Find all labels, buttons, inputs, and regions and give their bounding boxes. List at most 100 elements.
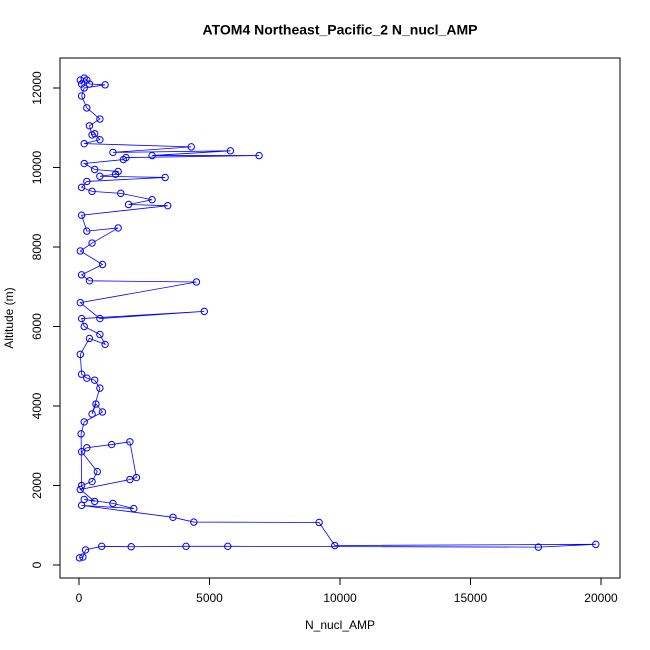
y-tick-label: 4000 [30,392,44,419]
x-axis-label: N_nucl_AMP [305,618,375,632]
data-point [169,513,177,522]
x-tick-label: 15000 [454,591,488,605]
data-point [122,153,130,162]
data-point [126,438,134,446]
y-tick-label: 2000 [30,472,44,499]
data-point [148,196,156,204]
data-point [85,277,94,285]
data-point [77,370,86,378]
y-tick-label: 10000 [30,151,44,185]
x-tick-label: 20000 [584,591,618,605]
data-point [83,444,91,452]
data-point [76,247,85,255]
data-point [80,74,88,82]
data-point [88,187,96,196]
data-point [79,553,87,561]
data-point [187,143,195,151]
data-point [255,151,263,160]
data-point [77,481,86,490]
data-point [77,430,85,438]
data-point [80,495,88,504]
data-point [127,543,135,551]
data-point [148,151,156,160]
data-point [88,477,96,486]
data-point [77,448,86,456]
data-point [77,271,86,279]
chart-title: ATOM4 Northeast_Pacific_2 N_nucl_AMP [203,22,478,38]
data-point [96,384,104,392]
data-point [315,518,323,527]
data-point [88,131,96,139]
data-point [77,80,86,88]
data-point [96,135,104,144]
data-point [83,227,91,235]
data-point [76,350,85,359]
data-point [109,499,117,508]
y-tick-label: 6000 [30,313,44,340]
data-point [224,542,232,551]
data-point [80,418,88,426]
x-tick-label: 5000 [196,591,223,605]
data-point [101,340,109,349]
data-point [117,189,125,198]
data-point [85,122,94,130]
data-point [88,239,96,247]
data-point [80,84,88,92]
data-point [77,92,86,100]
data-point [83,177,91,186]
data-point [77,211,86,219]
data-point [114,224,122,232]
y-axis-label: Altitude (m) [2,287,16,348]
data-point [80,139,88,148]
data-point [114,167,122,176]
data-point [190,518,198,526]
data-point [81,546,90,554]
data-point [88,410,96,418]
plot-box [59,57,621,579]
y-tick-label: 0 [30,561,44,568]
data-point [93,467,101,476]
data-point [109,148,117,157]
y-tick-label: 12000 [30,71,44,105]
data-point [126,475,134,484]
data-point [98,408,107,416]
data-point [90,497,99,506]
data-point [77,501,86,510]
data-point [85,334,94,343]
data-point [96,115,104,123]
data-point [182,542,190,551]
data-point [592,540,600,549]
data-point [107,440,116,449]
data-point [92,400,100,408]
x-tick-label: 10000 [323,591,357,605]
data-point [76,76,85,84]
data-point [90,165,99,174]
data-point [132,473,141,482]
data-point [96,330,104,339]
data-point [83,374,91,382]
data-point [192,278,201,286]
data-point [83,104,91,112]
data-point [76,298,85,307]
data-point [90,376,99,384]
data-point [77,314,86,323]
y-tick-label: 8000 [30,233,44,260]
data-point [124,200,133,209]
data-point [164,201,172,210]
data-point [226,147,235,155]
data-line [79,77,596,559]
data-point [98,260,107,269]
data-point [534,543,543,551]
data-point [80,322,88,331]
data-point [200,307,208,316]
data-point [85,80,94,88]
x-tick-label: 0 [76,591,83,605]
data-point [80,159,88,168]
data-point [130,504,138,513]
data-point [331,541,339,550]
data-point [77,183,86,192]
data-point [75,554,84,562]
data-point [98,542,106,551]
data-point [96,314,104,323]
